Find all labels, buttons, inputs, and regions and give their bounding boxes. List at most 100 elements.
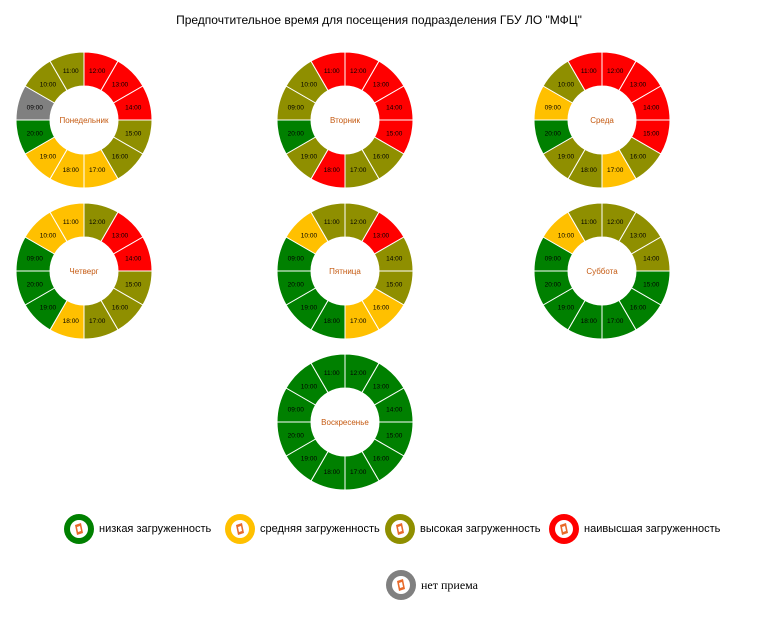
segment-label: 14:00: [386, 104, 403, 111]
segment-label: 13:00: [630, 81, 647, 88]
segment-label: 10:00: [40, 81, 57, 88]
segment-label: 18:00: [581, 167, 598, 174]
legend-high-icon: [385, 514, 415, 544]
legend-label: наивысшая загруженность: [584, 523, 721, 535]
segment-label: 09:00: [288, 104, 305, 111]
donut-segment: [49, 202, 85, 243]
segment-label: 10:00: [558, 232, 575, 239]
legend-medium-icon: [225, 514, 255, 544]
day-label: Четверг: [69, 267, 98, 276]
donut-chart: 12:00 13:00 14:00 15:00 16:00 17:00 18:00 19:00…: [15, 202, 153, 340]
segment-label: 14:00: [386, 406, 403, 413]
segment-label: 19:00: [40, 305, 57, 312]
segment-label: 14:00: [643, 255, 660, 262]
donut-chart: 12:00 13:00 14:00 15:00 16:00 17:00 18:00 19:00…: [15, 51, 153, 189]
segment-label: 10:00: [40, 232, 57, 239]
segment-label: 14:00: [125, 104, 142, 111]
segment-label: 12:00: [607, 68, 624, 75]
segment-label: 12:00: [89, 68, 106, 75]
legend-low-icon: [64, 514, 94, 544]
segment-label: 16:00: [112, 154, 129, 161]
segment-label: 13:00: [373, 232, 390, 239]
segment-label: 20:00: [27, 131, 44, 138]
segment-label: 11:00: [324, 370, 340, 377]
donut-chart: 12:00 13:00 14:00 15:00 16:00 17:00 18:00 19:00…: [533, 202, 671, 340]
segment-label: 20:00: [288, 131, 305, 138]
donut-segment: [310, 353, 346, 394]
segment-label: 19:00: [301, 305, 318, 312]
segment-label: 13:00: [112, 81, 129, 88]
day-label: Вторник: [330, 116, 360, 125]
donut-chart: 12:00 13:00 14:00 15:00 16:00 17:00 18:00 19:00…: [533, 51, 671, 189]
segment-label: 19:00: [301, 154, 318, 161]
segment-label: 15:00: [386, 433, 403, 440]
segment-label: 09:00: [27, 104, 44, 111]
segment-label: 20:00: [545, 131, 562, 138]
segment-label: 10:00: [558, 81, 575, 88]
segment-label: 18:00: [324, 167, 341, 174]
segment-label: 15:00: [643, 282, 660, 289]
segment-label: 16:00: [112, 305, 129, 312]
segment-label: 14:00: [386, 255, 403, 262]
segment-label: 09:00: [545, 255, 562, 262]
segment-label: 13:00: [373, 81, 390, 88]
segment-label: 17:00: [350, 318, 367, 325]
segment-label: 13:00: [373, 383, 390, 390]
segment-label: 19:00: [558, 305, 575, 312]
segment-label: 17:00: [89, 318, 106, 325]
day-label: Суббота: [586, 267, 618, 276]
segment-label: 09:00: [27, 255, 44, 262]
legend-item-none: нет приема: [385, 569, 478, 601]
segment-label: 18:00: [324, 318, 341, 325]
segment-label: 11:00: [581, 68, 597, 75]
legend-highest-icon: [549, 514, 579, 544]
segment-label: 12:00: [89, 219, 106, 226]
donut-segment: [310, 51, 346, 92]
segment-label: 18:00: [63, 167, 80, 174]
segment-label: 20:00: [27, 282, 44, 289]
segment-label: 14:00: [643, 104, 660, 111]
day-label: Среда: [590, 116, 614, 125]
segment-label: 14:00: [125, 255, 142, 262]
segment-label: 13:00: [112, 232, 129, 239]
segment-label: 09:00: [545, 104, 562, 111]
donut-segment: [567, 202, 603, 243]
segment-label: 15:00: [386, 131, 403, 138]
legend-none-icon: [386, 570, 416, 600]
legend-label: высокая загруженность: [420, 523, 541, 535]
segment-label: 15:00: [643, 131, 660, 138]
segment-label: 18:00: [63, 318, 80, 325]
segment-label: 12:00: [350, 68, 367, 75]
donut-chart: 12:00 13:00 14:00 15:00 16:00 17:00 18:00 19:00…: [276, 51, 414, 189]
segment-label: 11:00: [63, 219, 79, 226]
segment-label: 12:00: [350, 370, 367, 377]
segment-label: 20:00: [288, 433, 305, 440]
legend-item-highest: наивысшая загруженность: [548, 513, 720, 545]
day-label: Понедельник: [60, 116, 109, 125]
legend-item-high: высокая загруженность: [384, 513, 540, 545]
segment-label: 11:00: [324, 68, 340, 75]
segment-label: 16:00: [630, 305, 647, 312]
segment-label: 20:00: [545, 282, 562, 289]
segment-label: 20:00: [288, 282, 305, 289]
chart-title: Предпочтительное время для посещения под…: [176, 13, 582, 27]
segment-label: 10:00: [301, 232, 318, 239]
segment-label: 19:00: [40, 154, 57, 161]
donut-chart: 12:00 13:00 14:00 15:00 16:00 17:00 18:00 19:00…: [276, 202, 414, 340]
segment-label: 10:00: [301, 383, 318, 390]
day-label: Пятница: [329, 267, 361, 276]
segment-label: 09:00: [288, 406, 305, 413]
segment-label: 16:00: [373, 456, 390, 463]
segment-label: 11:00: [63, 68, 79, 75]
segment-label: 17:00: [350, 469, 367, 476]
segment-label: 15:00: [125, 282, 142, 289]
segment-label: 19:00: [301, 456, 318, 463]
legend-item-low: низкая загруженность: [63, 513, 211, 545]
segment-label: 11:00: [324, 219, 340, 226]
legend-label: низкая загруженность: [99, 523, 212, 535]
segment-label: 15:00: [386, 282, 403, 289]
donut-chart: 12:00 13:00 14:00 15:00 16:00 17:00 18:00 19:00…: [276, 353, 414, 491]
donut-segment: [310, 202, 346, 243]
segment-label: 17:00: [607, 167, 624, 174]
segment-label: 16:00: [373, 305, 390, 312]
